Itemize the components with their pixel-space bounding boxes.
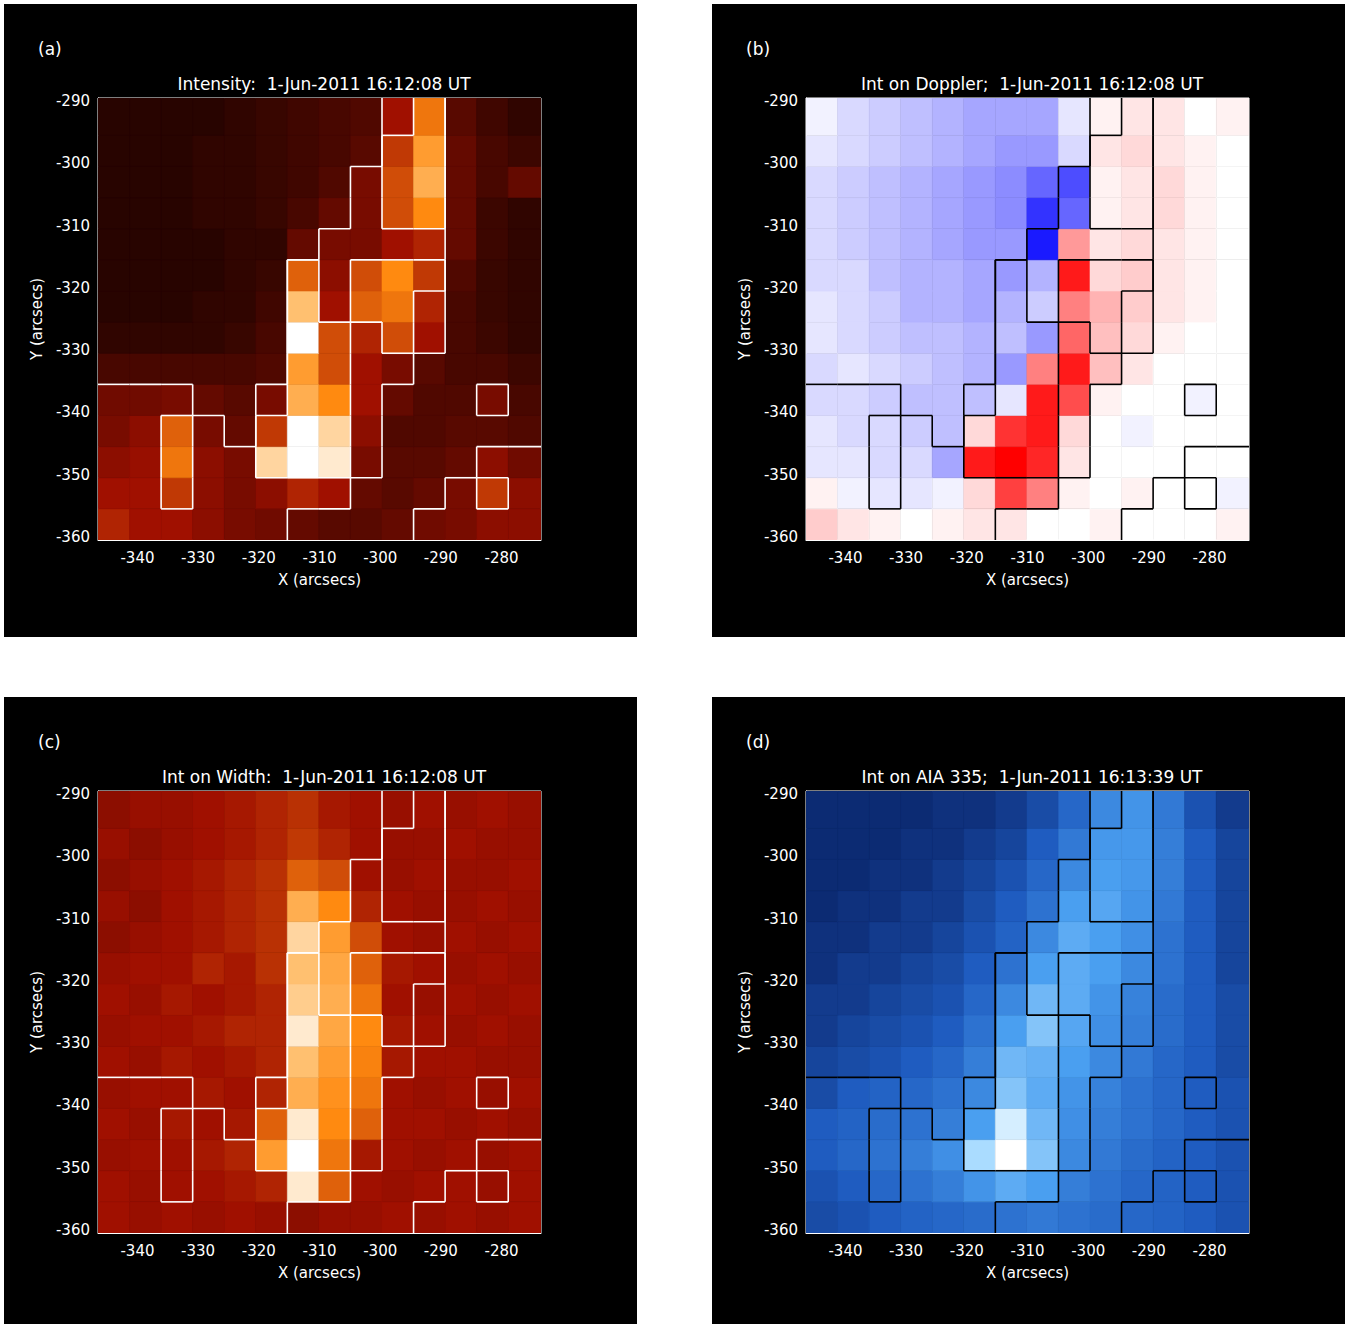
svg-text:-290: -290	[1132, 1242, 1166, 1260]
svg-text:X (arcsecs): X (arcsecs)	[278, 1264, 361, 1282]
svg-text:-320: -320	[950, 549, 984, 567]
svg-text:-350: -350	[56, 1159, 90, 1177]
svg-text:-330: -330	[181, 549, 215, 567]
svg-text:-290: -290	[1132, 549, 1166, 567]
svg-text:-320: -320	[764, 972, 798, 990]
svg-text:-340: -340	[56, 403, 90, 421]
svg-text:-320: -320	[56, 972, 90, 990]
svg-text:-330: -330	[889, 1242, 923, 1260]
svg-text:-310: -310	[764, 910, 798, 928]
svg-text:Int on AIA 335; 1-Jun-2011 16: Int on AIA 335; 1-Jun-2011 16:13:39 UT	[862, 767, 1204, 787]
svg-text:-310: -310	[1010, 549, 1044, 567]
svg-text:-330: -330	[56, 341, 90, 359]
svg-text:-300: -300	[56, 847, 90, 865]
svg-text:X (arcsecs): X (arcsecs)	[986, 1264, 1069, 1282]
svg-text:-340: -340	[120, 1242, 154, 1260]
svg-text:-310: -310	[56, 910, 90, 928]
svg-text:-330: -330	[56, 1034, 90, 1052]
svg-text:-300: -300	[363, 549, 397, 567]
svg-text:-320: -320	[764, 279, 798, 297]
svg-text:-310: -310	[302, 549, 336, 567]
svg-text:-320: -320	[242, 549, 276, 567]
svg-text:Y (arcsecs): Y (arcsecs)	[28, 278, 46, 361]
svg-text:-330: -330	[889, 549, 923, 567]
svg-text:-340: -340	[764, 403, 798, 421]
svg-text:-350: -350	[56, 466, 90, 484]
svg-text:-340: -340	[764, 1096, 798, 1114]
svg-text:-320: -320	[950, 1242, 984, 1260]
svg-text:-300: -300	[764, 847, 798, 865]
svg-text:Int on Doppler; 1-Jun-2011 16: Int on Doppler; 1-Jun-2011 16:12:08 UT	[861, 74, 1204, 94]
svg-text:-290: -290	[424, 1242, 458, 1260]
svg-text:-350: -350	[764, 1159, 798, 1177]
svg-text:(c): (c)	[38, 732, 61, 752]
svg-text:-290: -290	[424, 549, 458, 567]
svg-text:-350: -350	[764, 466, 798, 484]
svg-text:-300: -300	[56, 154, 90, 172]
svg-text:Intensity: 1-Jun-2011 16:12:0: Intensity: 1-Jun-2011 16:12:08 UT	[177, 74, 471, 94]
svg-text:-290: -290	[764, 785, 798, 803]
svg-text:-360: -360	[764, 1221, 798, 1239]
svg-text:-330: -330	[181, 1242, 215, 1260]
svg-text:Int on Width: 1-Jun-2011 16:1: Int on Width: 1-Jun-2011 16:12:08 UT	[162, 767, 487, 787]
svg-text:Y (arcsecs): Y (arcsecs)	[736, 278, 754, 361]
svg-text:-310: -310	[764, 217, 798, 235]
svg-text:(a): (a)	[38, 39, 62, 59]
svg-text:(b): (b)	[746, 39, 770, 59]
svg-text:-340: -340	[56, 1096, 90, 1114]
svg-text:X (arcsecs): X (arcsecs)	[278, 571, 361, 589]
svg-text:-340: -340	[828, 549, 862, 567]
svg-text:-280: -280	[1193, 549, 1227, 567]
svg-text:-310: -310	[56, 217, 90, 235]
svg-text:-300: -300	[764, 154, 798, 172]
svg-text:-320: -320	[242, 1242, 276, 1260]
svg-text:-330: -330	[764, 1034, 798, 1052]
svg-text:-310: -310	[1010, 1242, 1044, 1260]
svg-text:-310: -310	[302, 1242, 336, 1260]
svg-text:-360: -360	[56, 1221, 90, 1239]
svg-text:Y (arcsecs): Y (arcsecs)	[28, 971, 46, 1054]
svg-text:-290: -290	[56, 785, 90, 803]
svg-text:-340: -340	[120, 549, 154, 567]
svg-text:-280: -280	[485, 549, 519, 567]
svg-text:Y (arcsecs): Y (arcsecs)	[736, 971, 754, 1054]
svg-text:-290: -290	[764, 92, 798, 110]
svg-text:-300: -300	[1071, 1242, 1105, 1260]
svg-text:-360: -360	[56, 528, 90, 546]
svg-text:-290: -290	[56, 92, 90, 110]
svg-text:-280: -280	[485, 1242, 519, 1260]
svg-text:-300: -300	[1071, 549, 1105, 567]
svg-text:-280: -280	[1193, 1242, 1227, 1260]
svg-text:-330: -330	[764, 341, 798, 359]
svg-text:-360: -360	[764, 528, 798, 546]
svg-text:-320: -320	[56, 279, 90, 297]
svg-text:X (arcsecs): X (arcsecs)	[986, 571, 1069, 589]
svg-text:(d): (d)	[746, 732, 770, 752]
svg-text:-300: -300	[363, 1242, 397, 1260]
svg-text:-340: -340	[828, 1242, 862, 1260]
